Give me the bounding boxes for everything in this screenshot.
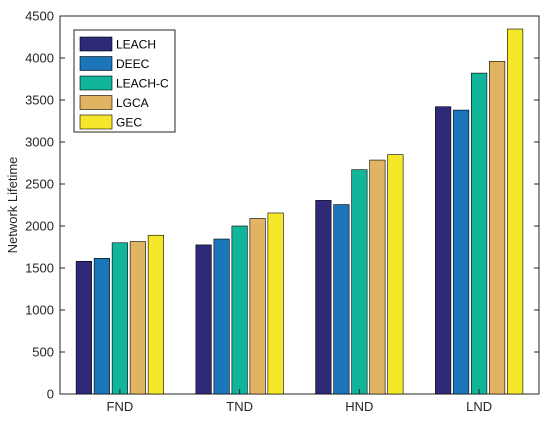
bar-deec-lnd xyxy=(453,109,470,395)
bar-deec-fnd xyxy=(93,258,110,395)
bar-gec-tnd xyxy=(267,212,284,395)
legend-label-lgca: LGCA xyxy=(116,96,149,110)
bar-leach-c-fnd xyxy=(111,242,128,395)
y-tick-label: 1000 xyxy=(25,303,54,318)
bar-gec-hnd xyxy=(387,154,404,395)
legend-swatch-lgca xyxy=(79,95,113,110)
bar-lgca-hnd xyxy=(369,159,386,395)
bar-lgca-lnd xyxy=(489,61,506,395)
y-tick-label: 4500 xyxy=(25,9,54,24)
legend-label-leach-c: LEACH-C xyxy=(116,77,169,91)
x-axis-ticks: FND TND HND LND xyxy=(107,389,492,414)
bar-lgca-fnd xyxy=(129,241,146,395)
y-axis-ticks: 0 500 1000 1500 2000 2500 3000 3500 4000 4500 xyxy=(25,9,539,402)
y-tick-label: 4000 xyxy=(25,51,54,66)
x-tick-label: FND xyxy=(107,399,134,414)
x-tick-label: LND xyxy=(466,399,492,414)
bar-gec-fnd xyxy=(147,234,164,395)
y-axis-label: Network Lifetime xyxy=(5,157,20,254)
bar-leach-c-lnd xyxy=(471,72,488,395)
y-tick-label: 2500 xyxy=(25,177,54,192)
bar-lgca-tnd xyxy=(249,218,266,395)
y-tick-label: 0 xyxy=(47,387,54,402)
y-tick-label: 3000 xyxy=(25,135,54,150)
bar-gec-lnd xyxy=(507,28,524,395)
x-tick-label: HND xyxy=(345,399,373,414)
legend-label-gec: GEC xyxy=(116,116,142,130)
y-tick-label: 500 xyxy=(32,345,54,360)
y-tick-label: 1500 xyxy=(25,261,54,276)
legend-swatch-leach xyxy=(79,36,113,52)
legend-label-deec: DEEC xyxy=(116,57,150,71)
bar-leach-hnd xyxy=(315,200,332,395)
bar-leach-c-hnd xyxy=(351,169,368,395)
legend: LEACH DEEC LEACH-C LGCA GEC xyxy=(73,29,176,133)
legend-swatch-gec xyxy=(79,114,113,130)
bar-deec-tnd xyxy=(213,238,230,395)
bars xyxy=(75,28,524,395)
legend-swatch-leach-c xyxy=(79,75,113,91)
legend-swatch-deec xyxy=(79,56,113,71)
y-tick-label: 2000 xyxy=(25,219,54,234)
plot-area: 0 500 1000 1500 2000 2500 3000 3500 4000 4500 FND… xyxy=(25,9,540,414)
bar-deec-hnd xyxy=(333,204,350,395)
bar-leach-c-tnd xyxy=(231,225,248,395)
legend-label-leach: LEACH xyxy=(116,38,156,52)
y-tick-label: 3500 xyxy=(25,93,54,108)
bar-leach-tnd xyxy=(195,244,212,395)
x-tick-label: TND xyxy=(226,399,253,414)
bar-leach-fnd xyxy=(75,260,92,395)
bar-leach-lnd xyxy=(435,106,452,395)
